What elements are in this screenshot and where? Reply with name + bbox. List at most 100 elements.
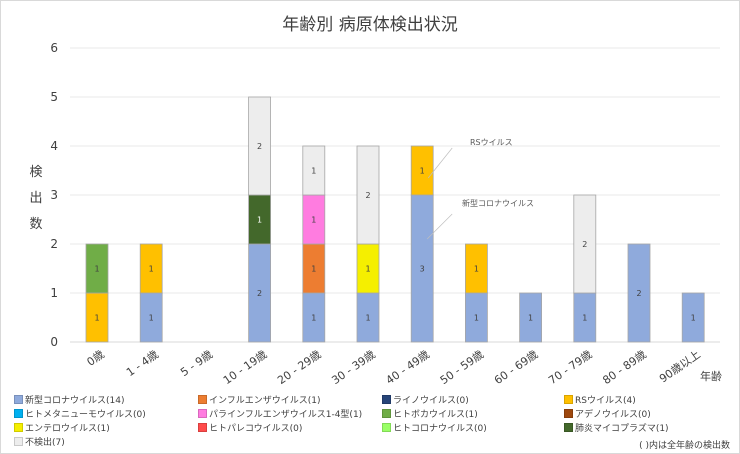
data-label: 2 <box>365 191 370 200</box>
legend-label: ヒトメタニューモウイルス(0) <box>25 410 146 420</box>
data-label: 1 <box>420 167 425 176</box>
bar-segment <box>464 243 488 294</box>
y-tick-label: 6 <box>50 41 58 55</box>
x-tick-label: 60 - 69歳 <box>492 348 540 387</box>
footnote: ( )内は全年齢の検出数 <box>639 441 730 451</box>
data-label: 1 <box>528 314 533 323</box>
x-axis-label: 年齢 <box>700 370 722 383</box>
legend-swatch <box>14 409 23 418</box>
y-axis-label: 検出数 <box>29 165 43 232</box>
legend-item: 新型コロナウイルス(14) <box>14 393 124 406</box>
data-label: 1 <box>311 216 316 225</box>
legend-item: 不検出(7) <box>14 435 65 448</box>
x-tick-label: 1 - 4歳 <box>124 348 161 379</box>
bar-segment <box>519 292 542 343</box>
y-tick-label: 0 <box>50 335 58 349</box>
y-tick-label: 2 <box>50 237 58 251</box>
legend-item: ヒトボカウイルス(1) <box>382 407 478 420</box>
bar-segment <box>627 243 651 343</box>
x-tick-label: 20 - 29歳 <box>275 348 323 387</box>
legend-item: ヒトパレコウイルス(0) <box>198 421 302 434</box>
data-label: 1 <box>311 314 316 323</box>
legend-swatch <box>382 395 391 404</box>
y-tick-label: 1 <box>50 286 58 300</box>
data-label: 2 <box>582 240 587 249</box>
chart-title: 年齢別 病原体検出状況 <box>282 15 458 35</box>
x-tick-label: 0歳 <box>85 348 107 369</box>
legend-item: ヒトコロナウイルス(0) <box>382 421 487 434</box>
data-label: 1 <box>365 314 370 323</box>
legend-swatch <box>564 423 573 432</box>
legend-swatch <box>14 395 23 404</box>
legend-label: インフルエンザウイルス(1) <box>209 396 321 406</box>
bar-segment <box>573 194 597 294</box>
legend-swatch <box>382 409 391 418</box>
data-label: 1 <box>149 314 154 323</box>
data-label: 2 <box>636 289 641 298</box>
data-label: 2 <box>257 289 262 298</box>
legend-swatch <box>564 409 573 418</box>
bar-segment <box>302 145 326 196</box>
bar-segment <box>248 96 272 196</box>
bar-segment <box>356 145 380 245</box>
legend-item: 肺炎マイコプラズマ(1) <box>564 421 669 434</box>
legend-item: エンテロウイルス(1) <box>14 421 110 434</box>
legend-swatch <box>382 423 391 432</box>
data-label: 1 <box>94 265 99 274</box>
x-tick-label: 40 - 49歳 <box>384 348 432 387</box>
legend-item: アデノウイルス(0) <box>564 407 651 420</box>
data-label: 1 <box>474 314 479 323</box>
x-tick-label: 90歳以上 <box>657 348 703 386</box>
legend-label: エンテロウイルス(1) <box>25 424 110 434</box>
annotation-leader <box>427 147 453 179</box>
data-label: 1 <box>311 167 316 176</box>
annotation-leader <box>426 213 453 240</box>
legend-label: ライノウイルス(0) <box>393 396 469 406</box>
data-label: 2 <box>257 142 262 151</box>
bar-segment <box>410 145 434 196</box>
legend-label: パラインフルエンザウイルス1-4型(1) <box>209 410 363 420</box>
annotation-covid: 新型コロナウイルス <box>462 198 534 208</box>
data-label: 1 <box>311 265 316 274</box>
legend-item: ヒトメタニューモウイルス(0) <box>14 407 146 420</box>
y-tick-label: 5 <box>50 90 58 104</box>
legend-label: ヒトボカウイルス(1) <box>393 410 478 420</box>
bar-segment <box>139 243 163 294</box>
legend-item: パラインフルエンザウイルス1-4型(1) <box>198 407 362 420</box>
legend-swatch <box>198 423 207 432</box>
data-label: 1 <box>365 265 370 274</box>
legend-item: RSウイルス(4) <box>564 393 636 406</box>
legend-label: ヒトパレコウイルス(0) <box>209 424 303 434</box>
bar-segment <box>681 292 705 343</box>
x-tick-label: 50 - 59歳 <box>438 348 486 387</box>
legend-item: ライノウイルス(0) <box>382 393 469 406</box>
legend-label: 不検出(7) <box>25 438 65 448</box>
x-tick-label: 10 - 19歳 <box>221 348 269 387</box>
legend-swatch <box>14 437 23 446</box>
legend-swatch <box>198 395 207 404</box>
data-label: 1 <box>257 216 262 225</box>
x-tick-label: 30 - 39歳 <box>329 348 377 387</box>
legend-label: 肺炎マイコプラズマ(1) <box>575 424 669 434</box>
legend-swatch <box>198 409 207 418</box>
annotation-rs: RSウイルス <box>470 138 513 147</box>
y-tick-label: 3 <box>50 188 58 202</box>
legend-swatch <box>564 395 573 404</box>
data-label: 1 <box>149 265 154 274</box>
y-tick-label: 4 <box>50 139 58 153</box>
data-label: 1 <box>94 314 99 323</box>
x-tick-label: 5 - 9歳 <box>178 348 215 379</box>
legend-label: RSウイルス(4) <box>575 396 636 406</box>
legend-label: アデノウイルス(0) <box>575 410 651 420</box>
data-label: 1 <box>474 265 479 274</box>
legend-label: 新型コロナウイルス(14) <box>25 396 125 406</box>
data-label: 1 <box>582 314 587 323</box>
legend-swatch <box>14 423 23 432</box>
x-tick-label: 70 - 79歳 <box>546 348 594 387</box>
data-label: 3 <box>420 265 425 274</box>
x-tick-label: 80 - 89歳 <box>600 348 648 387</box>
legend-label: ヒトコロナウイルス(0) <box>393 424 487 434</box>
bar-segment <box>85 243 109 294</box>
legend-item: インフルエンザウイルス(1) <box>198 393 320 406</box>
